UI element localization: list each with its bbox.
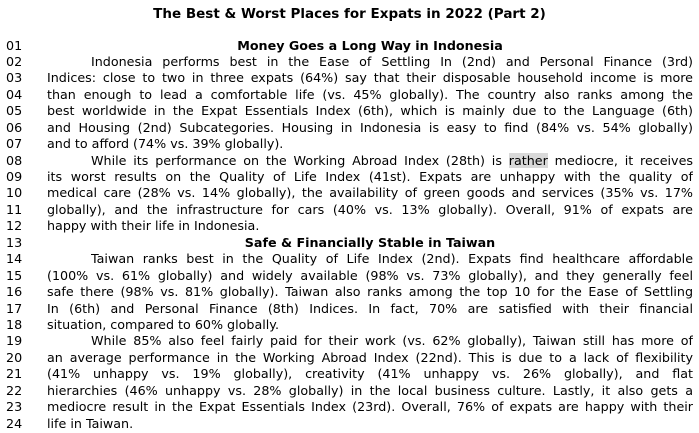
line-text: Indices: close to two in three expats (6… (47, 70, 693, 86)
line-number: 07 (6, 136, 23, 152)
line-text: globally), and the infrastructure for ca… (47, 201, 693, 217)
section-heading: Safe & Financially Stable in Taiwan (244, 234, 496, 250)
line-number: 12 (6, 218, 23, 234)
line-text: life in Taiwan. (47, 415, 134, 431)
line-number: 04 (6, 86, 23, 102)
line-number: 18 (6, 316, 23, 332)
text-line: 10 medical care (28% vs. 14% globally), t… (0, 185, 699, 201)
line-number: 11 (6, 201, 23, 217)
text-line: 23 mediocre result in the Expat Essential… (0, 399, 699, 415)
line-number: 15 (6, 267, 23, 283)
line-text: best worldwide in the Expat Essentials I… (47, 103, 693, 119)
text-line: 18 situation, compared to 60% globally. (0, 317, 699, 333)
line-number: 05 (6, 103, 23, 119)
line-number: 24 (6, 415, 23, 431)
text-line: 09 its worst results on the Quality of Li… (0, 169, 699, 185)
line-number: 17 (6, 300, 23, 316)
line-number: 03 (6, 70, 23, 86)
line-text-segment: mediocre, it receives (547, 152, 693, 168)
line-number: 06 (6, 119, 23, 135)
line-text: its worst results on the Quality of Life… (47, 169, 693, 184)
line-text: (100% vs. 61% globally) and widely avail… (47, 267, 693, 283)
text-line: 19 While 85% also feel fairly paid for th… (0, 333, 699, 349)
line-number: 21 (6, 366, 23, 382)
line-text: Taiwan ranks best in the Quality of Life… (91, 251, 693, 267)
text-line: 06 and Housing (2nd) Subcategories. Housi… (0, 120, 699, 136)
line-number: 08 (6, 152, 23, 168)
text-line: 05 best worldwide in the Expat Essentials… (0, 103, 699, 119)
line-text: an average performance in the Working Ab… (47, 349, 693, 365)
text-line: 21 (41% unhappy vs. 19% globally), creati… (0, 366, 699, 382)
text-line: 02 Indonesia performs best in the Ease of… (0, 54, 699, 70)
text-line: 24 life in Taiwan. (0, 416, 699, 432)
line-number: 19 (6, 333, 23, 349)
text-line: 11 globally), and the infrastructure for … (0, 202, 699, 218)
line-text: than enough to lead a comfortable life (… (47, 86, 693, 102)
line-text: While its performance on the Working Abr… (91, 152, 693, 169)
line-text: While 85% also feel fairly paid for thei… (91, 333, 693, 349)
text-line: 16 safe there (98% vs. 81% globally). Tai… (0, 284, 699, 300)
line-number: 10 (6, 185, 23, 201)
line-text-segment: While its performance on the Working Abr… (91, 152, 509, 168)
text-line: 20 an average performance in the Working … (0, 350, 699, 366)
line-number: 16 (6, 284, 23, 300)
line-number: 14 (6, 251, 23, 267)
section-heading: Money Goes a Long Way in Indonesia (237, 37, 503, 53)
highlighted-word: rather (508, 152, 548, 168)
text-line: 15 (100% vs. 61% globally) and widely ava… (0, 268, 699, 284)
text-line: 03 Indices: close to two in three expats … (0, 70, 699, 86)
line-text: medical care (28% vs. 14% globally), the… (47, 185, 693, 201)
text-line: 13 Safe & Financially Stable in Taiwan (0, 235, 699, 251)
text-line: 07 and to afford (74% vs. 39% globally). (0, 136, 699, 152)
line-text: mediocre result in the Expat Essentials … (47, 399, 693, 415)
text-line: 17 In (6th) and Personal Finance (8th) In… (0, 301, 699, 317)
line-text: safe there (98% vs. 81% globally). Taiwa… (47, 284, 693, 300)
text-line: 08 While its performance on the Working A… (0, 152, 699, 169)
line-number: 01 (6, 37, 23, 53)
line-text: (41% unhappy vs. 19% globally), creativi… (47, 366, 693, 382)
text-line: 22 hierarchies (46% unhappy vs. 28% globa… (0, 383, 699, 399)
line-text: and to afford (74% vs. 39% globally). (47, 136, 284, 152)
line-number: 22 (6, 382, 23, 398)
line-number: 13 (6, 234, 23, 250)
line-number: 20 (6, 349, 23, 365)
line-number: 09 (6, 169, 23, 184)
text-line: 12 happy with their life in Indonesia. (0, 218, 699, 234)
text-line: 01 Money Goes a Long Way in Indonesia (0, 38, 699, 54)
document-body: 01 Money Goes a Long Way in Indonesia 02 In… (0, 38, 699, 433)
text-line: 14 Taiwan ranks best in the Quality of Li… (0, 251, 699, 267)
line-number: 23 (6, 399, 23, 415)
line-text: situation, compared to 60% globally. (47, 316, 280, 332)
line-text: and Housing (2nd) Subcategories. Housing… (47, 119, 693, 135)
line-text: In (6th) and Personal Finance (8th) Indi… (47, 300, 693, 316)
page-title: The Best & Worst Places for Expats in 20… (153, 6, 546, 22)
line-text: Indonesia performs best in the Ease of S… (91, 53, 693, 69)
line-text: hierarchies (46% unhappy vs. 28% globall… (47, 382, 693, 398)
text-line: 04 than enough to lead a comfortable life… (0, 87, 699, 103)
line-number: 02 (6, 53, 23, 69)
line-text: happy with their life in Indonesia. (47, 218, 260, 234)
